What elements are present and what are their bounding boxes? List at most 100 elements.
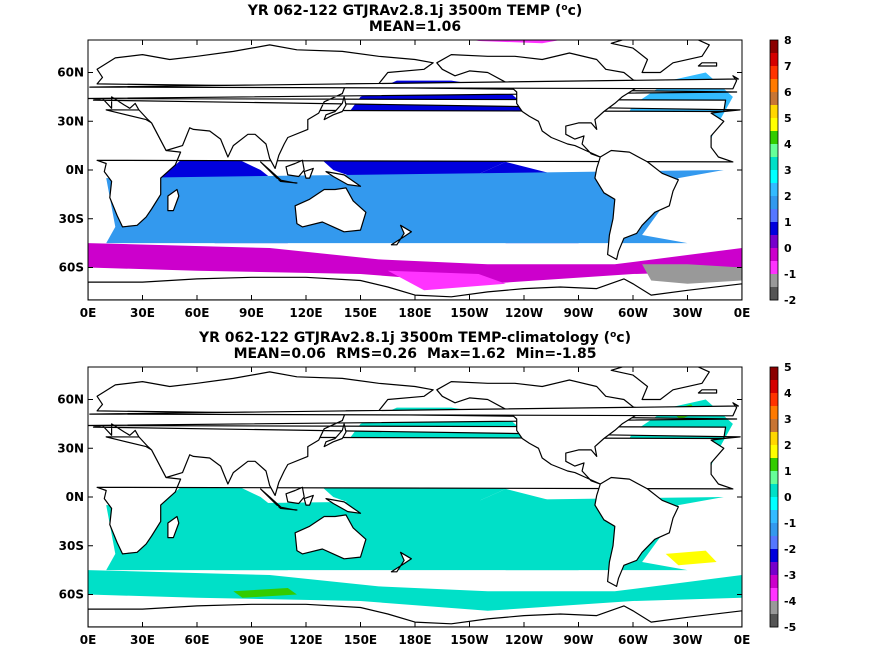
colorbar-tick-label: 6 bbox=[784, 86, 792, 99]
land-coastline bbox=[610, 40, 710, 74]
colorbar-swatch bbox=[770, 380, 778, 394]
stat-mean: MEAN=0.06 bbox=[233, 346, 326, 362]
land-coastline bbox=[323, 96, 347, 121]
region-indian-patch bbox=[233, 588, 297, 598]
y-tick-label: 30S bbox=[59, 539, 84, 553]
map-field bbox=[88, 367, 742, 627]
land-coastline bbox=[697, 389, 718, 394]
x-tick-label: 0E bbox=[734, 306, 751, 320]
x-tick-label: 60W bbox=[618, 633, 648, 647]
colorbar-swatch bbox=[770, 274, 778, 288]
colorbar-tick-label: -1 bbox=[784, 268, 796, 281]
colorbar-tick-label: 8 bbox=[784, 34, 792, 47]
region-southern-ocean bbox=[88, 243, 742, 284]
colorbar-tick-label: -1 bbox=[784, 517, 796, 530]
x-tick-label: 90W bbox=[564, 633, 594, 647]
x-tick-label: 120E bbox=[289, 306, 322, 320]
colorbar-tick-label: 4 bbox=[784, 138, 792, 151]
land-coastline bbox=[89, 75, 740, 90]
x-tick-label: 90E bbox=[239, 306, 264, 320]
y-tick-label: 30S bbox=[59, 212, 84, 226]
region-south-atlantic bbox=[106, 497, 724, 571]
land-coastline bbox=[436, 52, 641, 158]
land-coastline bbox=[167, 515, 180, 539]
land-coastline bbox=[88, 603, 742, 627]
x-tick-label: 180E bbox=[398, 633, 431, 647]
colorbar-tick-label: -4 bbox=[784, 595, 797, 608]
x-tick-label: 60E bbox=[185, 306, 210, 320]
x-tick-label: 150W bbox=[450, 633, 488, 647]
colorbar-swatch bbox=[770, 588, 778, 602]
land-coastline bbox=[323, 423, 347, 448]
colorbar-frame bbox=[769, 39, 779, 301]
bottom-chart-title: YR 062-122 GTJRAv2.8.1j 3500m TEMP-clima… bbox=[199, 330, 631, 346]
x-tick-label: 150E bbox=[344, 633, 377, 647]
land-coastline bbox=[278, 506, 298, 511]
colorbar-tick-label: 2 bbox=[784, 439, 792, 452]
land-coastline bbox=[167, 188, 180, 212]
colorbar-swatch bbox=[770, 523, 778, 537]
colorbar: 5 4 3 2 1 0 -1 -2 -3 -4 -5 bbox=[769, 361, 797, 634]
region-weddell-sea bbox=[642, 264, 742, 284]
colorbar-tick-label: 1 bbox=[784, 216, 792, 229]
colorbar-tick-label: 4 bbox=[784, 387, 792, 400]
colorbar-tick-label: 3 bbox=[784, 413, 792, 426]
x-tick-label: 0E bbox=[80, 633, 97, 647]
y-tick-label: 30N bbox=[57, 114, 84, 128]
y-tick-label: 60S bbox=[59, 588, 84, 602]
colorbar-swatch bbox=[770, 536, 778, 550]
land-coastline bbox=[88, 276, 742, 300]
x-tick-label: 150W bbox=[450, 306, 488, 320]
colorbar-swatch bbox=[770, 196, 778, 210]
region-southern-ocean bbox=[88, 570, 742, 611]
land-coastline bbox=[325, 171, 362, 187]
region-ross-sea bbox=[387, 270, 506, 291]
x-tick-label: 90E bbox=[239, 633, 264, 647]
colorbar-swatch bbox=[770, 614, 778, 628]
colorbar-tick-label: -5 bbox=[784, 621, 796, 634]
land-coastline bbox=[294, 187, 367, 233]
map-field bbox=[88, 40, 742, 300]
land-coastline bbox=[88, 371, 741, 496]
colorbar-tick-label: 5 bbox=[784, 112, 792, 125]
stat-max: Max=1.62 bbox=[426, 346, 506, 362]
colorbar-swatch bbox=[770, 287, 778, 301]
stat-min: Min=-1.85 bbox=[515, 346, 597, 362]
land-coastline bbox=[88, 44, 741, 169]
y-tick-label: 60S bbox=[59, 261, 84, 275]
colorbar-frame bbox=[769, 366, 779, 628]
x-tick-label: 180E bbox=[398, 306, 431, 320]
land-coastline bbox=[303, 167, 314, 179]
land-coastline bbox=[89, 402, 740, 417]
x-tick-label: 30W bbox=[673, 306, 703, 320]
colorbar-swatch bbox=[770, 40, 778, 54]
x-tick-label: 90W bbox=[564, 306, 594, 320]
land-coastline bbox=[294, 514, 367, 560]
colorbar-swatch bbox=[770, 367, 778, 381]
colorbar-swatch bbox=[770, 53, 778, 67]
colorbar: 8 7 6 5 4 3 2 1 0 -1 -2 bbox=[769, 34, 796, 307]
land-coastline bbox=[697, 62, 718, 67]
colorbar-swatch bbox=[770, 601, 778, 615]
stat-rms: RMS=0.26 bbox=[335, 346, 417, 362]
region-south-atlantic bbox=[106, 170, 724, 244]
y-tick-label: 60N bbox=[57, 66, 84, 80]
colorbar-swatch bbox=[770, 144, 778, 158]
colorbar-swatch bbox=[770, 432, 778, 446]
colorbar-swatch bbox=[770, 419, 778, 433]
colorbar-swatch bbox=[770, 235, 778, 249]
colorbar-swatch bbox=[770, 131, 778, 145]
colorbar-swatch bbox=[770, 510, 778, 524]
x-tick-label: 150E bbox=[344, 306, 377, 320]
y-tick-label: 30N bbox=[57, 441, 84, 455]
colorbar-swatch bbox=[770, 79, 778, 93]
colorbar-swatch bbox=[770, 222, 778, 236]
land-coastline bbox=[594, 149, 680, 260]
colorbar-swatch bbox=[770, 92, 778, 106]
x-tick-label: 0E bbox=[80, 306, 97, 320]
colorbar-swatch bbox=[770, 484, 778, 498]
region-south-atlantic-patch bbox=[665, 550, 717, 566]
x-tick-label: 0E bbox=[734, 633, 751, 647]
colorbar-tick-label: 0 bbox=[784, 242, 792, 255]
